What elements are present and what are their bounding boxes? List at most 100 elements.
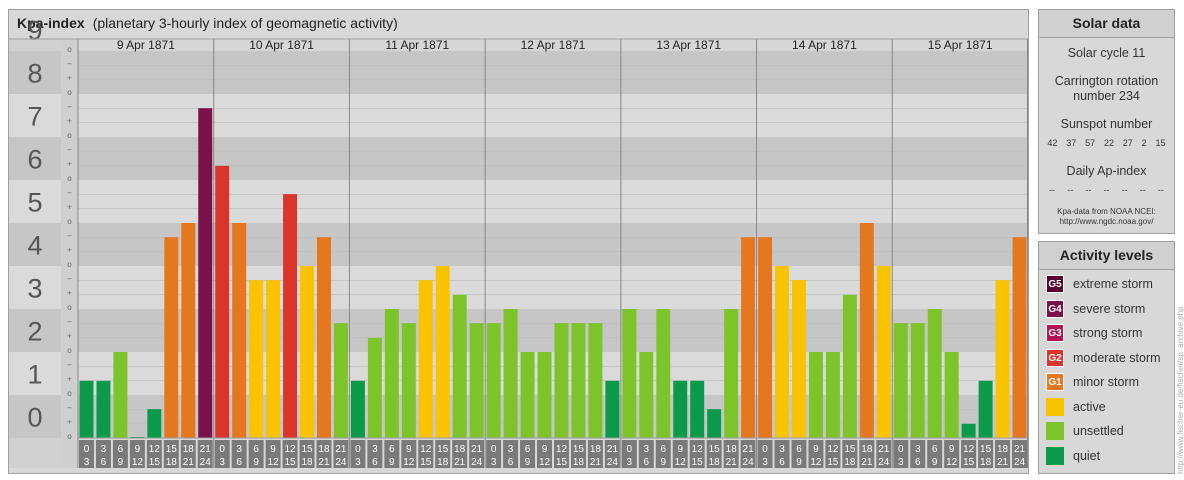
interval-start-label: 9: [270, 444, 276, 455]
legend-label: unsettled: [1073, 424, 1124, 439]
interval-end-label: 18: [166, 457, 178, 468]
interval-end-label: 9: [118, 457, 124, 468]
kp-bar-8: [215, 165, 230, 438]
kpa-chart-panel: Kpa-index (planetary 3-hourly index of ge…: [8, 9, 1029, 474]
interval-start-label: 15: [166, 444, 178, 455]
interval-label-box: [570, 440, 586, 468]
legend-item-quiet: quiet: [1039, 444, 1174, 469]
interval-label-box: [621, 440, 637, 468]
legend-label: strong storm: [1073, 326, 1143, 341]
ap-value-4: --: [1121, 185, 1128, 195]
interval-start-label: 3: [101, 444, 107, 455]
y-tick-label-8: 8: [27, 59, 42, 89]
interval-label-box: [910, 440, 926, 468]
sunspot-value-1: 37: [1066, 138, 1077, 148]
interval-start-label: 18: [861, 444, 873, 455]
activity-legend: G5 extreme storm G4 severe storm G3 strong st…: [1039, 270, 1174, 468]
interval-start-label: 18: [997, 444, 1009, 455]
interval-end-label: 9: [932, 457, 938, 468]
interval-start-label: 15: [980, 444, 992, 455]
interval-start-label: 6: [118, 444, 124, 455]
interval-end-label: 3: [84, 457, 90, 468]
minor-tick-glyph: +: [67, 203, 72, 212]
interval-end-label: 3: [219, 457, 225, 468]
minor-tick-glyph: +: [67, 332, 72, 341]
y-tick-label-2: 2: [27, 317, 42, 347]
interval-end-label: 9: [389, 457, 395, 468]
interval-start-label: 21: [471, 444, 483, 455]
interval-end-label: 3: [355, 457, 361, 468]
interval-label-box: [112, 440, 128, 468]
ap-value-3: --: [1103, 185, 1110, 195]
interval-end-label: 15: [420, 457, 432, 468]
interval-start-label: 18: [183, 444, 195, 455]
interval-label-box: [825, 440, 841, 468]
y-band-6: [9, 137, 61, 180]
interval-start-label: 21: [1014, 444, 1026, 455]
interval-label-box: [1012, 440, 1027, 468]
band-6: [78, 137, 1028, 180]
interval-end-label: 12: [810, 457, 822, 468]
y-band-0: [9, 395, 61, 438]
kp-bar-4: [147, 409, 162, 438]
interval-end-label: 24: [1014, 457, 1026, 468]
interval-end-label: 6: [508, 457, 514, 468]
kp-bar-54: [995, 280, 1010, 438]
minor-tick-glyph: o: [67, 174, 72, 183]
credit-url[interactable]: http://www.fischer-eu.de/fischer/sp_arch…: [1176, 306, 1184, 474]
y-tick-label-6: 6: [27, 145, 42, 175]
interval-start-label: 3: [915, 444, 921, 455]
legend-item-extreme-storm: G5 extreme storm: [1039, 272, 1174, 297]
kp-bar-19: [401, 323, 416, 438]
kp-bar-21: [435, 266, 450, 438]
day-label-4: 13 Apr 1871: [656, 38, 721, 52]
interval-start-label: 0: [84, 444, 90, 455]
interval-label-box: [316, 440, 332, 468]
interval-end-label: 6: [915, 457, 921, 468]
kp-bar-41: [775, 266, 789, 438]
kp-bar-46: [859, 223, 874, 438]
y-tick-label-1: 1: [27, 360, 42, 390]
chart-title-bold: Kpa-index: [17, 15, 85, 31]
interval-end-label: 3: [762, 457, 768, 468]
interval-end-label: 9: [253, 457, 259, 468]
interval-label-box: [808, 440, 824, 468]
interval-end-label: 15: [827, 457, 839, 468]
interval-label-box: [79, 440, 94, 468]
interval-start-label: 21: [878, 444, 890, 455]
minor-tick-glyph: +: [67, 246, 72, 255]
kp-bar-47: [876, 266, 891, 438]
minor-tick-glyph: −: [67, 403, 72, 412]
interval-label-box: [842, 440, 858, 468]
interval-start-label: 21: [743, 444, 755, 455]
kp-bar-25: [503, 309, 518, 438]
interval-label-box: [384, 440, 400, 468]
sunspot-value-3: 22: [1103, 138, 1114, 148]
interval-end-label: 15: [149, 457, 161, 468]
ap-values: -- -- -- -- -- -- --: [1039, 185, 1174, 195]
legend-item-strong-storm: G3 strong storm: [1039, 321, 1174, 346]
legend-swatch: [1046, 446, 1064, 465]
sunspot-value-2: 57: [1085, 138, 1096, 148]
interval-label-box: [231, 440, 247, 468]
kp-bar-18: [384, 309, 399, 438]
interval-end-label: 24: [471, 457, 483, 468]
minor-tick-glyph: −: [67, 59, 72, 68]
minor-tick-glyph: −: [67, 274, 72, 283]
y-tick-label-9: 9: [27, 16, 42, 46]
day-label-3: 12 Apr 1871: [521, 38, 586, 52]
interval-start-label: 15: [437, 444, 449, 455]
kp-bar-24: [486, 323, 501, 438]
interval-label-box: [418, 440, 434, 468]
day-label-5: 14 Apr 1871: [792, 38, 857, 52]
interval-end-label: 18: [301, 457, 313, 468]
interval-label-box: [265, 440, 281, 468]
kp-bar-10: [249, 280, 264, 438]
data-source-link[interactable]: http://www.ngdc.noaa.gov/: [1059, 217, 1154, 226]
interval-start-label: 18: [726, 444, 738, 455]
interval-label-box: [995, 440, 1011, 468]
legend-swatch: [1046, 397, 1064, 416]
kp-bar-45: [842, 294, 857, 438]
interval-start-label: 12: [556, 444, 568, 455]
kp-bar-0: [79, 380, 94, 438]
